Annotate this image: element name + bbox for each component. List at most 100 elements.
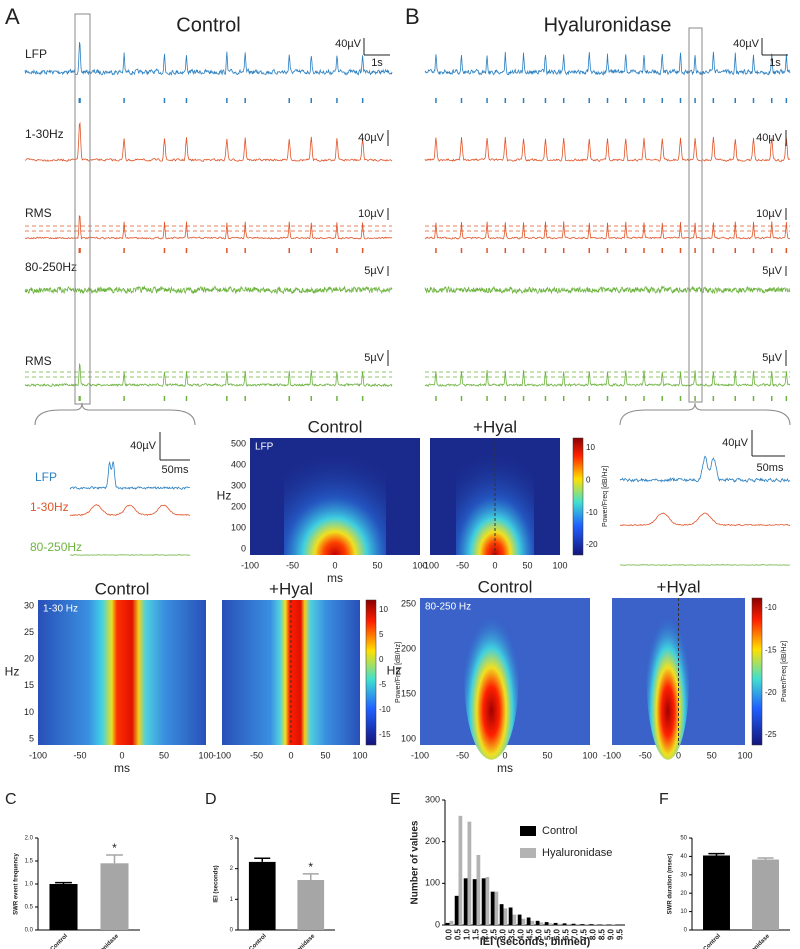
bar: [490, 891, 495, 925]
bar: [703, 855, 730, 930]
trace-label: 1-30Hz: [30, 500, 69, 514]
scale-label: 40µV: [756, 132, 783, 144]
y-tick-label: 0.5: [25, 905, 34, 911]
heatmap-blob: [646, 598, 690, 760]
bar: [571, 923, 576, 925]
x-tick-label: 0: [332, 560, 337, 570]
y-tick-label: 500: [231, 438, 246, 448]
x-tick-label: 50: [320, 750, 330, 760]
y-tick-label: 15: [24, 680, 34, 690]
band-label: 1-30 Hz: [43, 604, 78, 615]
bar: [539, 922, 544, 925]
x-tick-label: 9.0: [607, 928, 616, 940]
x-tick-label: 6.0: [553, 928, 562, 940]
colorbar-tick: -20: [586, 540, 598, 549]
y-tick-label: 10: [24, 707, 34, 717]
y-tick-label: 30: [24, 600, 34, 610]
y-tick-label: 100: [425, 878, 440, 888]
rms-trace: [25, 215, 393, 240]
heatmap-blob: [464, 598, 519, 760]
colorbar-tick: 10: [586, 443, 595, 452]
y-tick-label: 0: [241, 543, 246, 553]
x-tick-label: Hyaluronidase: [738, 933, 772, 949]
bar: [100, 863, 129, 930]
lfp-trace: [24, 42, 393, 76]
y-tick-label: 300: [231, 480, 246, 490]
inset-lfp: [619, 455, 791, 483]
panel-label: D: [205, 791, 217, 808]
y-tick-label: 200: [425, 836, 440, 846]
axis-label: SWR duration (msec): [668, 854, 674, 915]
x-tick-label: 100: [552, 560, 567, 570]
y-tick-label: 1: [230, 897, 234, 903]
bar: [557, 923, 562, 925]
colorbar-tick: -10: [586, 508, 598, 517]
significance: *: [112, 841, 117, 855]
trace-label: RMS: [25, 354, 52, 368]
panel-label: C: [5, 791, 17, 808]
bar: [472, 879, 477, 925]
x-tick-label: 100: [198, 750, 213, 760]
axis-label: Number of values: [410, 820, 421, 904]
colorbar: [751, 597, 763, 746]
y-tick-label: 150: [401, 688, 416, 698]
x-tick-label: 0: [119, 750, 124, 760]
error-bar: [708, 852, 725, 856]
x-tick-label: 3.0: [499, 928, 508, 940]
trace-label: 80-250Hz: [30, 540, 82, 554]
x-tick-label: -100: [411, 750, 429, 760]
legend-label: Control: [542, 825, 577, 837]
x-tick-label: Control: [248, 933, 268, 949]
axis-label: ms: [114, 761, 130, 775]
colorbar-tick: 10: [379, 605, 388, 614]
x-tick-label: 100: [737, 750, 752, 760]
x-tick-label: 5.0: [535, 928, 544, 940]
error-bar: [55, 881, 72, 884]
y-tick-label: 5: [29, 733, 34, 743]
axis-label: ms: [327, 571, 343, 585]
y-tick-label: 25: [24, 627, 34, 637]
y-tick-label: 250: [401, 598, 416, 608]
axis-label: Hz: [387, 664, 402, 678]
y-tick-label: 100: [231, 522, 246, 532]
inset-lowfreq: [619, 512, 791, 527]
scale-label: 5µV: [762, 352, 782, 364]
bar: [248, 861, 276, 930]
heatmap-title: +Hyal: [657, 577, 701, 596]
y-tick-label: 20: [680, 891, 687, 897]
panel-label: F: [659, 791, 669, 808]
panel-label: A: [5, 4, 20, 29]
x-tick-label: 2.5: [490, 928, 499, 940]
x-tick-label: Control: [50, 933, 70, 949]
y-tick-label: 10: [680, 909, 687, 915]
bar: [535, 920, 540, 925]
x-tick-label: 0: [492, 560, 497, 570]
colorbar-tick: -15: [765, 645, 777, 654]
x-tick-label: -100: [603, 750, 621, 760]
bar: [49, 884, 78, 930]
y-tick-label: 0: [684, 928, 688, 934]
panel-title: Hyaluronidase: [544, 14, 672, 36]
x-tick-label: 100: [352, 750, 367, 760]
axis-label: Hz: [5, 665, 20, 679]
y-tick-label: 0.0: [25, 928, 34, 934]
inset-lfp: [69, 460, 191, 490]
colorbar-tick: 0: [379, 655, 384, 664]
heatmap-title: +Hyal: [269, 579, 313, 598]
trace-label: 1-30Hz: [25, 127, 64, 141]
x-tick-label: -50: [250, 750, 263, 760]
y-tick-label: 200: [401, 643, 416, 653]
bar: [562, 923, 567, 925]
axis-label: Hz: [217, 489, 232, 503]
bar: [544, 922, 549, 925]
error-bar: [302, 873, 319, 881]
y-tick-label: 400: [231, 459, 246, 469]
y-tick-label: 40: [680, 854, 687, 860]
scale-label: 1s: [371, 57, 383, 69]
x-tick-label: -100: [241, 560, 259, 570]
colorbar-tick: -20: [765, 688, 777, 697]
trace-label: RMS: [25, 206, 52, 220]
bar: [548, 923, 553, 925]
scale-label: 40µV: [722, 437, 749, 449]
y-tick-label: 300: [425, 794, 440, 804]
